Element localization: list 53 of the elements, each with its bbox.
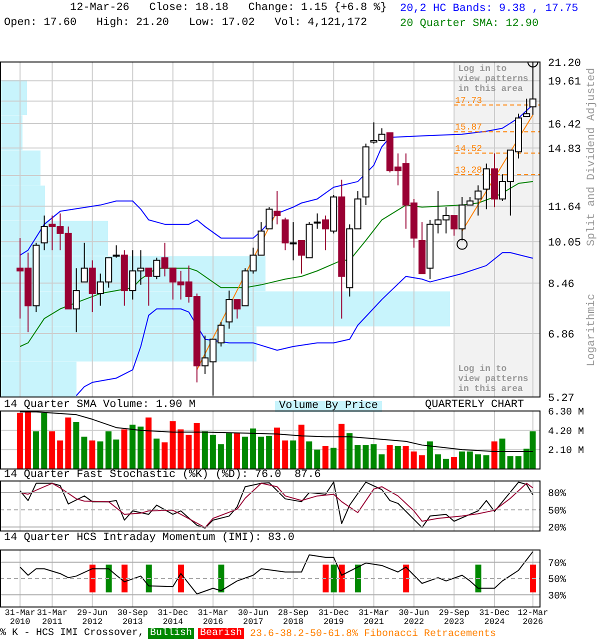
annotation: Log in to view patterns in this area — [458, 64, 528, 94]
legend-title: % K - HCS IMI Crossover, — [0, 628, 144, 639]
text: Bearish — [198, 628, 244, 639]
y-tick-label: 50% — [548, 575, 566, 586]
x-tick-label: 31-Dec 2024 — [479, 608, 510, 627]
x-tick-label: 31-Mar 2021 — [358, 608, 390, 627]
x-tick-label: 31-Mar 2016 — [198, 608, 228, 627]
y-tick-label: 6.86 — [548, 329, 574, 342]
y-tick-label: 6.30 M — [548, 408, 584, 419]
text: 20 Quarter SMA: 12.90 — [400, 17, 540, 32]
x-tick-label: 31-Dec 2019 — [318, 608, 349, 627]
y-tick-label: 70% — [548, 558, 566, 570]
ref-line-label: 13.28 — [455, 166, 482, 176]
annotation: Log in to view patterns in this area — [458, 364, 528, 394]
ref-line-label: 14.52 — [455, 144, 482, 154]
y-tick-label: 4.20 M — [548, 426, 584, 438]
y-tick-label: 80% — [548, 489, 566, 500]
y-tick-label: 10.05 — [548, 238, 582, 250]
y-tick-label: 14.83 — [548, 144, 582, 156]
y-tick-label: 30% — [548, 591, 566, 602]
x-tick-label: 29-Jun 2012 — [77, 608, 108, 627]
y-tick-label: 21.20 — [548, 58, 582, 70]
y-tick-label: 5.27 — [548, 392, 574, 405]
text: 23.6-38.2-50-61.8% Fibonacci Retracements — [250, 629, 496, 640]
x-tick-label: 12-Mar 2026 — [518, 608, 548, 627]
y-tick-label: 20% — [548, 524, 566, 535]
y-tick-label: 8.46 — [548, 278, 574, 291]
text: Bullish — [148, 628, 194, 639]
x-tick-label: 31-Mar 2011 — [36, 608, 68, 627]
chart-subtitle: Open: 17.60 High: 21.20 Low: 17.02 Vol: 4,121,172 — [4, 17, 368, 29]
x-tick-label: 31-Mar 2010 — [4, 608, 36, 627]
text: QUARTERLY CHART — [425, 399, 524, 411]
x-tick-label: 28-Sep 2018 — [278, 608, 309, 627]
x-tick-label: 30-Jun 2017 — [238, 608, 268, 627]
chart-title: 12-Mar-26 Close: 18.18 Change: 1.15 {+6.8 %} — [70, 2, 387, 14]
chart-title: 14 Quarter HCS Intraday Momentum (IMI): 83.0 — [4, 532, 294, 544]
y-tick-label: 19.61 — [548, 76, 582, 89]
chart-title: 14 Quarter Fast Stochastic (%K) (%D): 76.0 87.6 — [4, 469, 321, 481]
y-axis-title: Split and Dividend Adjusted — [586, 68, 598, 246]
text: 20,2 HC Bands: 9.38 , 17.75 — [400, 2, 578, 17]
x-tick-label: 30-Jun 2022 — [398, 608, 430, 627]
y-tick-label: 50% — [548, 506, 566, 518]
text: Volume By Price — [275, 400, 382, 412]
x-tick-label: 31-Dec 2014 — [158, 608, 188, 627]
chart-title: 14 Quarter SMA Volume: 1.90 M — [4, 399, 196, 411]
y-tick-label: 11.64 — [548, 202, 582, 214]
y-tick-label: 2.10 M — [548, 446, 584, 458]
text: Logarithmic — [586, 294, 598, 366]
x-tick-label: 30-Sep 2013 — [117, 608, 148, 627]
x-tick-label: 29-Sep 2023 — [438, 608, 470, 627]
ref-line-label: 17.73 — [455, 96, 482, 106]
y-tick-label: 16.42 — [548, 119, 582, 132]
ref-line-label: 15.87 — [455, 122, 482, 133]
